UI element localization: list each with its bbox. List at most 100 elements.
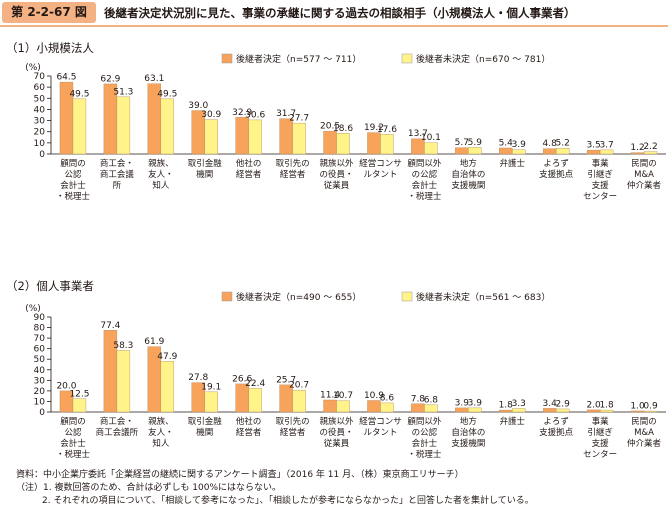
x-category-label: よろず bbox=[543, 158, 569, 169]
x-category-label: 商工会・ bbox=[100, 416, 134, 427]
bar bbox=[204, 119, 218, 155]
data-label: 3.9 bbox=[468, 398, 483, 408]
data-label: 22.4 bbox=[245, 379, 265, 389]
bar bbox=[367, 400, 381, 413]
legend-label: 後継者決定（n=577 〜 711） bbox=[236, 53, 361, 65]
y-tick-label: 0 bbox=[39, 408, 45, 418]
x-category-label: 公認 bbox=[64, 427, 82, 438]
x-category-label: 顧問以外 bbox=[407, 158, 442, 169]
y-tick-label: 40 bbox=[34, 366, 46, 376]
bar bbox=[116, 350, 131, 413]
x-category-label: 親族以外 bbox=[320, 416, 355, 427]
x-category-label: ・税理士 bbox=[56, 449, 91, 460]
bar bbox=[160, 98, 175, 155]
x-category-label: 親族以外 bbox=[320, 158, 355, 169]
x-category-label: 弁護士 bbox=[499, 416, 525, 427]
data-label: 13.7 bbox=[408, 129, 428, 139]
note-2: 2. それぞれの項目について、「相談して参考になった」、「相談したが参考にならな… bbox=[42, 496, 534, 506]
data-label: 3.4 bbox=[543, 399, 558, 409]
data-label: 61.9 bbox=[144, 337, 164, 347]
x-category-label: 支援拠点 bbox=[539, 169, 574, 180]
header-rule bbox=[0, 25, 668, 27]
y-tick-label: 30 bbox=[34, 376, 46, 386]
data-label: 25.7 bbox=[276, 375, 296, 385]
bar bbox=[643, 151, 658, 155]
x-category-label: の公認 bbox=[412, 169, 438, 180]
data-label: 6.8 bbox=[424, 395, 439, 405]
y-tick-label: 30 bbox=[34, 117, 46, 127]
x-category-label: の公認 bbox=[412, 427, 438, 438]
data-label: 4.8 bbox=[543, 139, 558, 149]
bar bbox=[336, 400, 350, 413]
data-label: 51.3 bbox=[113, 87, 133, 97]
legend-swatch bbox=[221, 53, 233, 64]
data-label: 77.4 bbox=[100, 321, 120, 331]
bar bbox=[248, 388, 262, 413]
data-label: 10.1 bbox=[421, 133, 441, 143]
data-label: 30.9 bbox=[201, 110, 221, 120]
data-label: 17.6 bbox=[377, 125, 397, 135]
x-category-label: 顧問の bbox=[60, 416, 86, 427]
x-category-label: 機関 bbox=[196, 169, 213, 180]
legend-label: 後継者未決定（n=670 〜 781） bbox=[416, 53, 550, 65]
bar bbox=[555, 148, 570, 155]
x-category-label: 従業員 bbox=[324, 438, 350, 449]
chart-2-title: （2）個人事業者 bbox=[6, 279, 94, 293]
bar bbox=[586, 149, 601, 155]
y-tick-label: 20 bbox=[34, 387, 46, 397]
x-category-label: 取引金融 bbox=[188, 158, 223, 169]
x-category-label: の役員・ bbox=[320, 427, 354, 438]
data-label: 12.5 bbox=[69, 389, 89, 399]
x-category-label: 支援機関 bbox=[451, 180, 485, 191]
y-axis-unit: (%) bbox=[25, 63, 41, 73]
data-label: 49.5 bbox=[157, 89, 177, 99]
x-category-label: 経営コンサ bbox=[359, 416, 402, 427]
bar bbox=[643, 410, 658, 413]
x-category-label: 商工会議所 bbox=[96, 427, 139, 438]
x-category-label: 従業員 bbox=[324, 180, 350, 191]
x-category-label: 地方 bbox=[460, 416, 477, 427]
bar bbox=[512, 408, 526, 413]
x-category-label: 事業 bbox=[592, 158, 610, 169]
bar bbox=[279, 118, 293, 155]
data-label: 1.8 bbox=[599, 401, 614, 411]
x-category-label: の役員・ bbox=[320, 169, 354, 180]
data-label: 5.7 bbox=[455, 138, 469, 148]
bar bbox=[336, 133, 350, 155]
bar bbox=[72, 398, 87, 413]
x-category-label: 顧問以外 bbox=[407, 416, 442, 427]
x-category-label: 経営者 bbox=[236, 169, 262, 180]
data-label: 11.4 bbox=[320, 390, 340, 400]
data-label: 3.7 bbox=[599, 140, 613, 150]
bar bbox=[292, 122, 306, 155]
data-label: 62.9 bbox=[100, 74, 120, 84]
x-category-label: M&A bbox=[634, 170, 654, 180]
y-tick-label: 60 bbox=[34, 83, 46, 93]
x-category-label: 民間の bbox=[631, 417, 657, 427]
x-category-label: ・税理士 bbox=[407, 191, 442, 202]
y-tick-label: 50 bbox=[34, 355, 46, 365]
y-tick-label: 10 bbox=[34, 139, 46, 149]
x-category-label: 経営者 bbox=[236, 427, 262, 438]
x-category-label: 知人 bbox=[152, 180, 170, 191]
x-category-label: 知人 bbox=[152, 438, 170, 449]
y-tick-label: 50 bbox=[34, 94, 46, 104]
data-label: 64.5 bbox=[56, 73, 76, 83]
bar bbox=[116, 96, 131, 155]
bar bbox=[468, 407, 482, 413]
bar bbox=[292, 389, 306, 413]
x-category-label: 機関 bbox=[196, 427, 213, 438]
legend-swatch bbox=[401, 53, 413, 64]
legend-label: 後継者未決定（n=561 〜 683） bbox=[416, 291, 550, 303]
note-1: （注）1. 複数回答のため、合計は必ずしも 100%にはならない。 bbox=[16, 483, 282, 493]
y-tick-label: 70 bbox=[34, 72, 46, 82]
data-label: 10.9 bbox=[364, 391, 384, 401]
bar bbox=[555, 408, 570, 413]
x-category-label: 事業 bbox=[592, 416, 610, 427]
bar bbox=[411, 403, 425, 413]
bar bbox=[455, 147, 469, 155]
x-category-label: よろず bbox=[543, 416, 569, 427]
x-category-label: 取引金融 bbox=[188, 416, 223, 427]
